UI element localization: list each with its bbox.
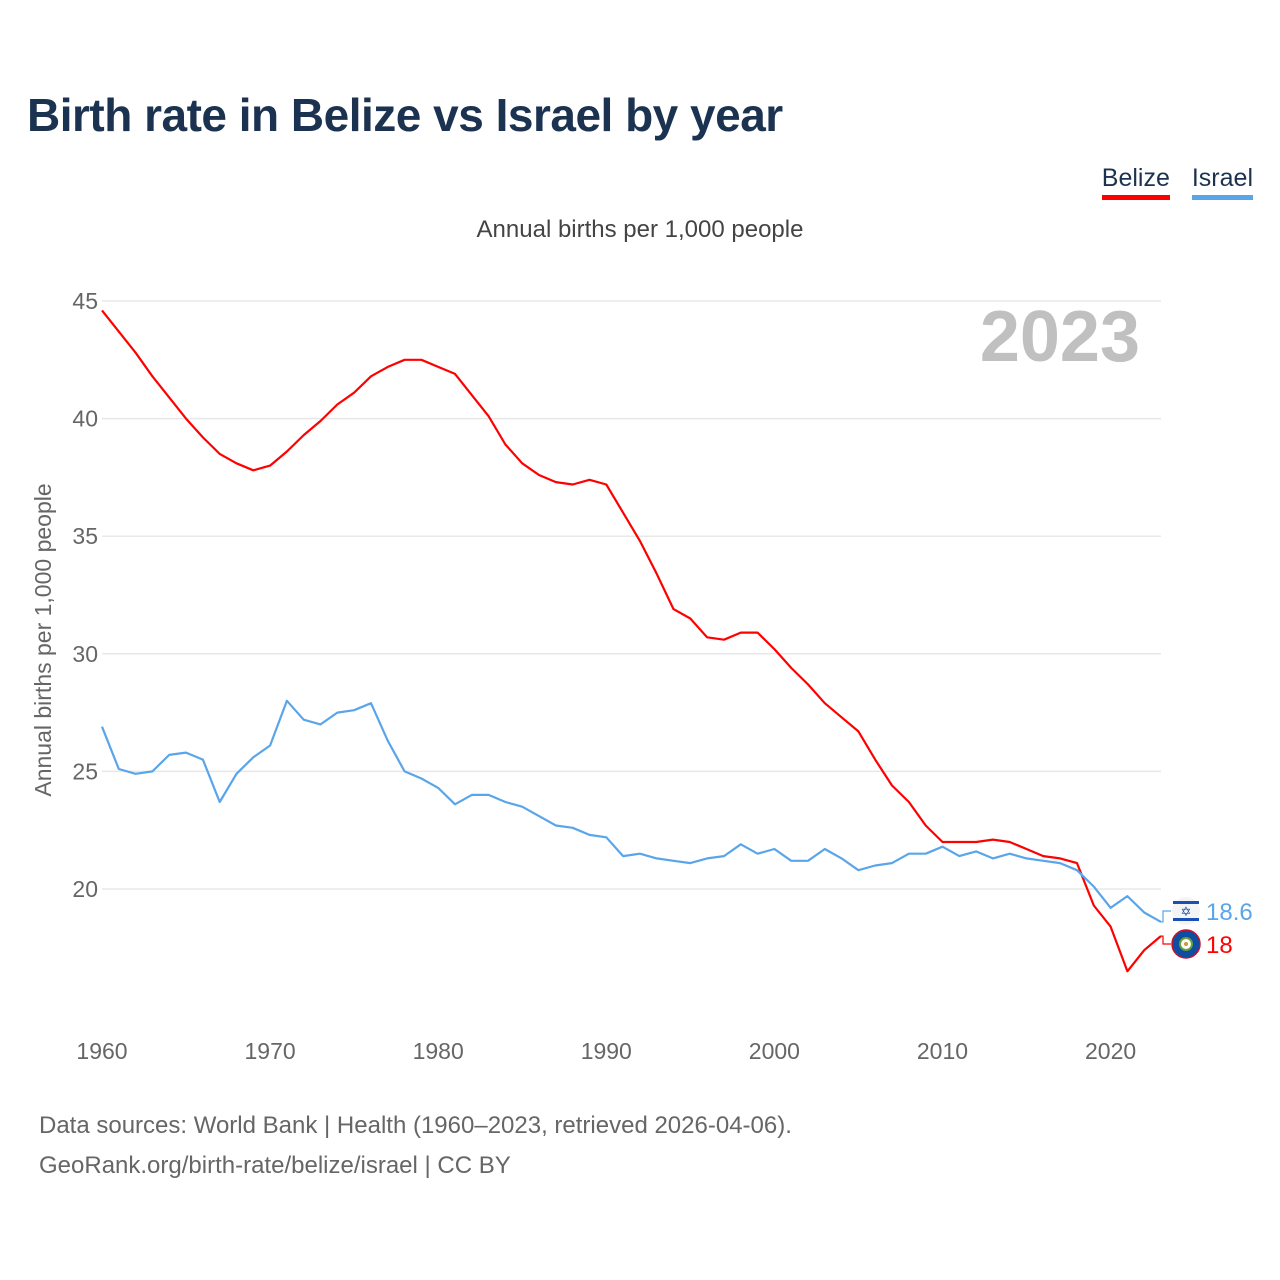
- x-tick-label: 1980: [413, 1038, 464, 1064]
- x-tick-label: 2020: [1085, 1038, 1136, 1064]
- x-tick-label: 1990: [581, 1038, 632, 1064]
- source-line-2[interactable]: GeoRank.org/birth-rate/belize/israel | C…: [39, 1152, 511, 1179]
- y-axis-label: Annual births per 1,000 people: [30, 483, 56, 796]
- source-line-1: Data sources: World Bank | Health (1960–…: [39, 1112, 792, 1139]
- series-line-israel[interactable]: [100, 699, 1162, 923]
- y-tick-label: 45: [72, 288, 98, 314]
- end-value-label-israel: 18.6: [1206, 899, 1253, 926]
- legend: Belize Israel: [1101, 164, 1253, 200]
- chart-title: Birth rate in Belize vs Israel by year: [27, 89, 783, 141]
- x-tick-label: 2010: [917, 1038, 968, 1064]
- israel-flag-icon: ✡: [1172, 897, 1200, 925]
- end-value-label-belize: 18: [1206, 932, 1233, 959]
- legend-item-belize[interactable]: Belize: [1101, 164, 1170, 200]
- x-tick-label: 2000: [749, 1038, 800, 1064]
- series-line-belize[interactable]: [101, 309, 1162, 973]
- x-tick-label: 1960: [76, 1038, 127, 1064]
- year-watermark: 2023: [980, 297, 1140, 377]
- y-tick-label: 25: [72, 758, 98, 784]
- end-connector: [1161, 910, 1171, 923]
- end-connector: [1161, 935, 1171, 945]
- y-tick-label: 20: [72, 876, 98, 902]
- x-tick-label: 1970: [245, 1038, 296, 1064]
- svg-text:✡: ✡: [1181, 904, 1192, 919]
- belize-flag-icon: [1171, 929, 1201, 959]
- legend-item-israel[interactable]: Israel: [1191, 164, 1253, 200]
- chart-subtitle: Annual births per 1,000 people: [476, 216, 804, 243]
- y-tick-label: 35: [72, 523, 98, 549]
- y-tick-label: 40: [72, 406, 98, 432]
- source-note: Data sources: World Bank | Health (1960–…: [39, 1106, 792, 1186]
- y-tick-label: 30: [72, 641, 98, 667]
